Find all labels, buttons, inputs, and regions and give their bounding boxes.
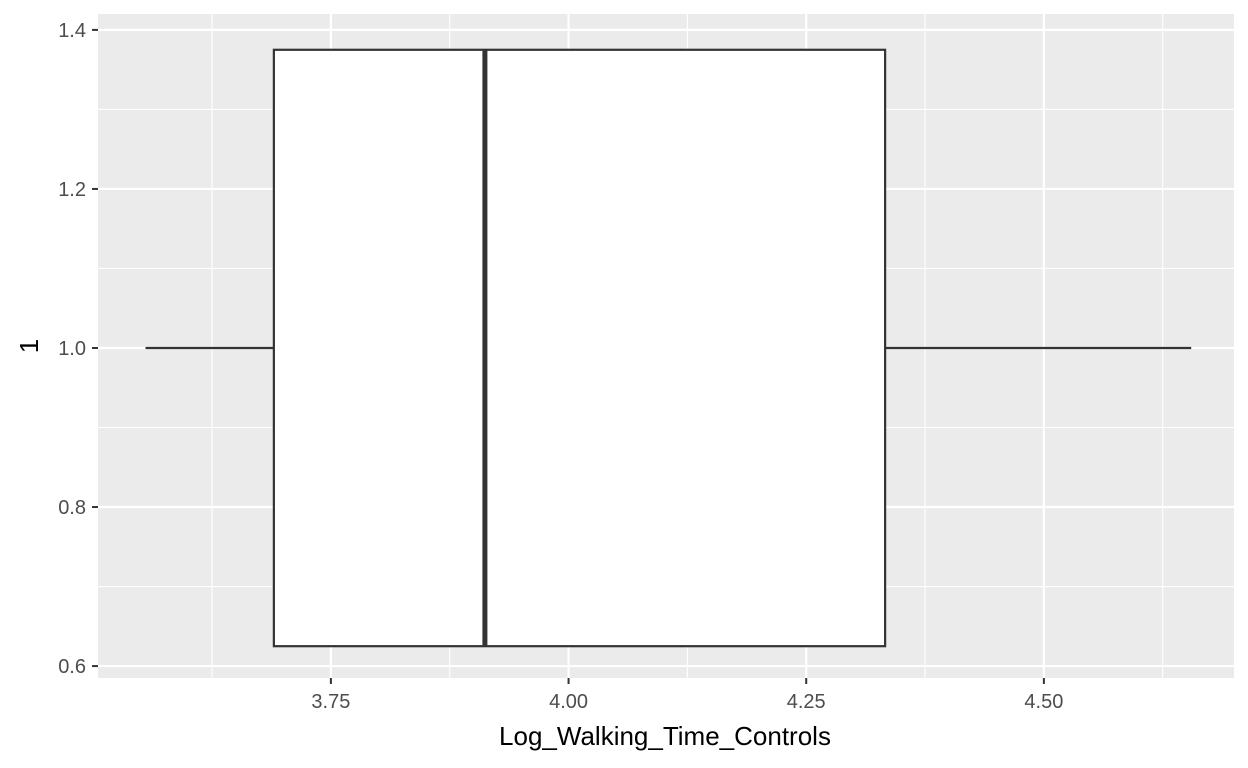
y-tick-label: 1.4	[58, 20, 86, 42]
y-tick-label: 1.2	[58, 179, 86, 201]
y-tick-label: 0.8	[58, 497, 86, 519]
y-tick-label: 0.6	[58, 656, 86, 678]
x-axis-title: Log_Walking_Time_Controls	[499, 721, 831, 751]
y-tick-label: 1.0	[58, 338, 86, 360]
interquartile-box	[272, 48, 887, 648]
x-tick-label: 3.75	[311, 691, 350, 713]
x-tick-label: 4.25	[787, 691, 826, 713]
y-axis-title: 1	[14, 339, 44, 353]
boxplot-layer	[145, 48, 1192, 648]
x-tick-label: 4.00	[549, 691, 588, 713]
y-axis: 0.6 0.8 1.0 1.2 1.4	[58, 20, 98, 678]
x-axis: 3.75 4.00 4.25 4.50	[311, 678, 1063, 713]
x-tick-label: 4.50	[1024, 691, 1063, 713]
